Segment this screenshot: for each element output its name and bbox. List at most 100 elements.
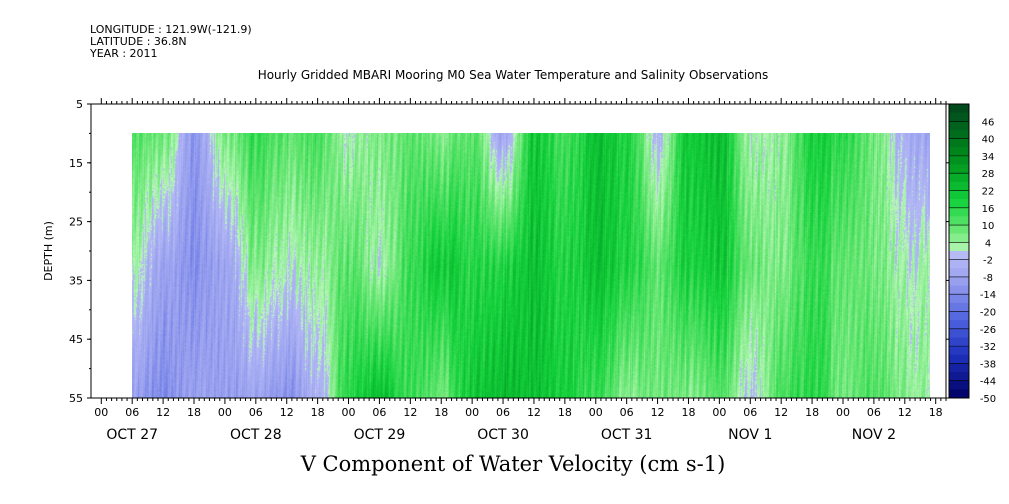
colorbar-swatch — [949, 268, 969, 278]
chart-title: Hourly Gridded MBARI Mooring M0 Sea Wate… — [257, 68, 769, 82]
x-hour-label: 06 — [372, 406, 386, 419]
x-hour-label: 18 — [434, 406, 448, 419]
x-hour-label: 06 — [249, 406, 263, 419]
colorbar-swatch — [949, 354, 969, 364]
colorbar-swatch — [949, 138, 969, 148]
colorbar-swatch — [949, 225, 969, 235]
colorbar-swatch — [949, 242, 969, 252]
colorbar-swatch — [949, 216, 969, 226]
colorbar-label: -32 — [980, 342, 996, 353]
colorbar-swatch — [949, 311, 969, 321]
x-hour-label: 00 — [218, 406, 232, 419]
colorbar-swatch — [949, 251, 969, 261]
colorbar-swatch — [949, 380, 969, 390]
x-hour-label: 12 — [898, 406, 912, 419]
x-hour-label: 18 — [558, 406, 572, 419]
x-hour-label: 00 — [94, 406, 108, 419]
colorbar: 46 40 34 28 22 16 10 4 -2 -8 -14 -20 -26 -32 -38 -44 -50 — [948, 103, 996, 405]
y-tick-label: 15 — [69, 157, 83, 170]
colorbar-swatch — [949, 233, 969, 243]
x-day-label: OCT 31 — [601, 427, 653, 443]
colorbar-swatch — [949, 302, 969, 313]
longitude-label: LONGITUDE : 121.9W(-121.9) — [90, 23, 252, 36]
x-hour-label: 12 — [527, 406, 541, 419]
y-axis-label: DEPTH (m) — [42, 221, 55, 281]
colorbar-label: -50 — [980, 394, 996, 405]
x-hour-label: 00 — [465, 406, 479, 419]
x-hour-label: 12 — [156, 406, 170, 419]
latitude-label: LATITUDE : 36.8N — [90, 35, 187, 48]
colorbar-label: 34 — [982, 152, 995, 163]
x-hour-label: 18 — [311, 406, 325, 419]
colorbar-label: -8 — [983, 273, 993, 284]
colorbar-swatch — [949, 121, 969, 131]
colorbar-swatch — [949, 389, 969, 399]
colorbar-swatch — [949, 276, 969, 287]
colorbar-label: 10 — [982, 221, 995, 232]
plot-area — [132, 133, 930, 398]
colorbar-swatch — [949, 363, 969, 373]
colorbar-swatch — [949, 346, 969, 356]
colorbar-label: -2 — [983, 256, 993, 267]
x-hour-label: 06 — [867, 406, 881, 419]
x-hour-label: 06 — [125, 406, 139, 419]
y-tick-label: 25 — [69, 216, 83, 229]
colorbar-swatch — [949, 112, 969, 122]
colorbar-label: 46 — [982, 117, 995, 128]
colorbar-swatch — [949, 294, 969, 304]
year-label: YEAR : 2011 — [90, 47, 158, 60]
colorbar-swatch — [949, 155, 969, 166]
colorbar-label: 22 — [982, 186, 995, 197]
x-hour-label: 12 — [651, 406, 665, 419]
x-day-label: OCT 27 — [106, 427, 158, 443]
y-tick-label: 35 — [69, 274, 83, 287]
colorbar-label: -26 — [980, 325, 996, 336]
colorbar-swatch — [949, 285, 969, 295]
colorbar-swatch — [949, 164, 969, 174]
heatmap-field — [132, 133, 930, 398]
x-day-label: NOV 2 — [852, 427, 896, 443]
x-hour-label: 18 — [929, 406, 943, 419]
x-hour-label: 00 — [589, 406, 603, 419]
colorbar-swatch — [949, 328, 969, 338]
colorbar-swatch — [949, 337, 969, 347]
colorbar-label: -38 — [980, 359, 996, 370]
x-hour-label: 06 — [743, 406, 757, 419]
x-hour-label: 18 — [681, 406, 695, 419]
colorbar-swatch — [949, 207, 969, 217]
colorbar-swatch — [949, 181, 969, 191]
x-hour-label: 06 — [620, 406, 634, 419]
x-hour-label: 12 — [280, 406, 294, 419]
colorbar-label: -44 — [980, 377, 996, 388]
x-hour-label: 06 — [496, 406, 510, 419]
x-hour-label: 18 — [187, 406, 201, 419]
colorbar-swatch — [949, 372, 969, 382]
colorbar-swatch — [949, 147, 969, 157]
x-day-label: OCT 29 — [354, 427, 406, 443]
colorbar-swatch — [949, 259, 969, 269]
colorbar-label: 16 — [982, 204, 995, 215]
colorbar-label: 28 — [982, 169, 995, 180]
x-hour-label: 12 — [403, 406, 417, 419]
x-day-label: OCT 28 — [230, 427, 282, 443]
y-tick-label: 5 — [76, 98, 83, 111]
x-day-label: NOV 1 — [728, 427, 772, 443]
colorbar-label: 4 — [985, 238, 991, 249]
colorbar-label: 40 — [982, 135, 995, 146]
x-hour-label: 00 — [836, 406, 850, 419]
y-tick-label: 45 — [69, 333, 83, 346]
x-day-label: OCT 30 — [477, 427, 529, 443]
y-tick-label: 55 — [69, 392, 83, 405]
x-hour-label: 18 — [805, 406, 819, 419]
x-hour-label: 00 — [342, 406, 356, 419]
x-hour-label: 12 — [774, 406, 788, 419]
colorbar-swatch — [949, 320, 969, 330]
colorbar-label: -14 — [980, 290, 996, 301]
colorbar-swatch — [949, 104, 969, 114]
axes: 5 15 25 35 45 55 00 06 12 18 00 06 12 18 00 06 12 18 00 06 1… — [69, 98, 950, 443]
colorbar-swatch — [949, 190, 969, 200]
colorbar-label: -20 — [980, 308, 996, 319]
x-axis-title: V Component of Water Velocity (cm s-1) — [300, 452, 726, 476]
colorbar-swatch — [949, 199, 969, 209]
